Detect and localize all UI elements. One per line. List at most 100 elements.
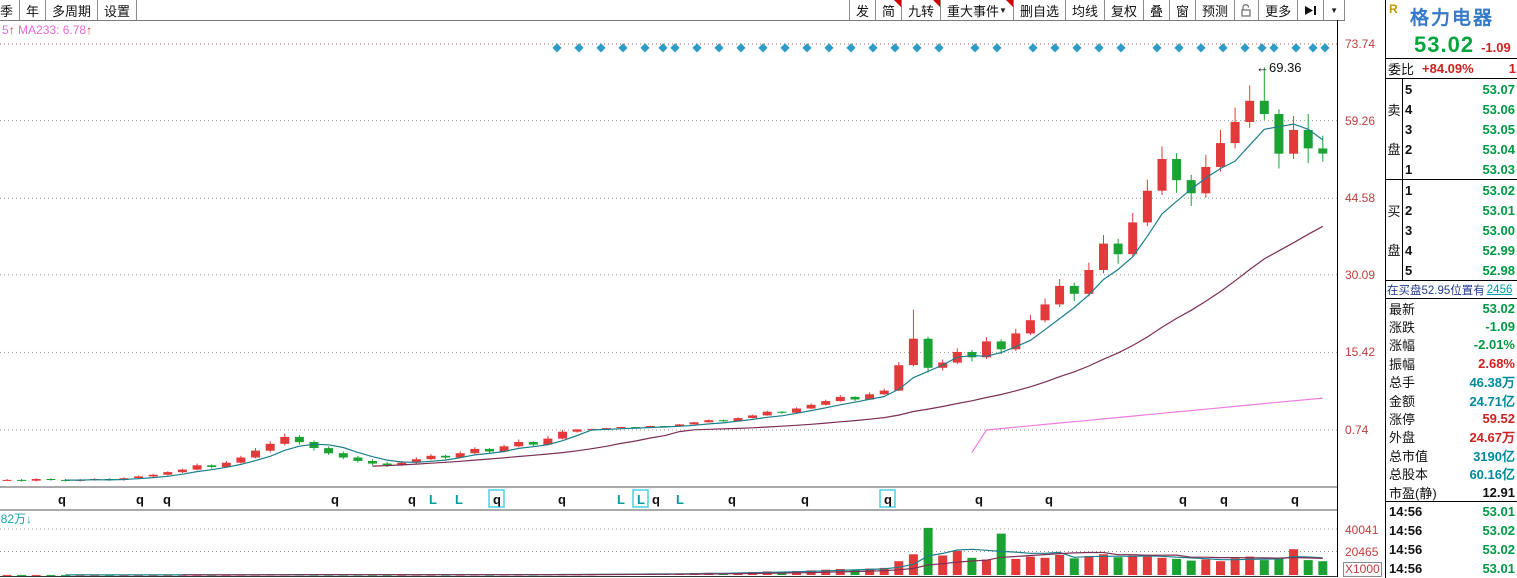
position-notice: 在买盘52.95位置有 2456 [1386, 280, 1517, 298]
volume-tick-label: 40041 [1345, 523, 1379, 537]
diamond-event-icon: ◆ [992, 40, 1002, 54]
diamond-event-icon: ◆ [670, 40, 680, 54]
price: 53.01 [1482, 202, 1515, 218]
diamond-event-icon: ◆ [890, 40, 900, 54]
chart-canvas[interactable]: ◆ ◆ ◆ ◆ ◆ ◆ ◆ ◆ ◆ ◆ ◆ ◆ ◆ ◆ ◆ ◆ ◆ ◆ ◆ ◆ ◆ ◆ ◆ ◆ ◆ ◆ ◆ ◆ ◆ ◆ ◆ ◆ ◆ ◆ ◆ ◆ q q q q… [0, 20, 1345, 578]
price-tick-label: 15.42 [1345, 345, 1376, 360]
more-dropdown-icon[interactable]: ▼ [1324, 0, 1345, 20]
level: 5 [1405, 81, 1413, 97]
skip-end-icon[interactable] [1298, 0, 1325, 20]
svg-text:q: q [1220, 492, 1228, 507]
diamond-event-icon: ◆ [618, 40, 628, 54]
svg-text:L: L [676, 492, 684, 507]
level: 2 [1405, 202, 1413, 218]
stat-row: 涨幅 -2.01% [1389, 337, 1515, 354]
price: 53.03 [1482, 161, 1515, 177]
diamond-event-icon: ◆ [640, 40, 650, 54]
stat-row: 总股本 60.16亿 [1389, 467, 1515, 483]
svg-text:q: q [58, 492, 66, 507]
trade-row: 14:56 53.02 [1389, 542, 1515, 558]
menu-item-4[interactable]: 删自选 [1013, 0, 1066, 20]
diamond-event-icon: ◆ [1291, 40, 1301, 54]
diamond-event-icon: ◆ [802, 40, 812, 54]
quote-header: R 格力电器 53.02 -1.09 [1386, 0, 1517, 58]
menu-item-2[interactable]: 九转 [902, 0, 942, 20]
stat-row: 市盈(静) 12.91 [1389, 484, 1515, 501]
tool-menu: 发简九转 重大事件 ▼ 删自选 均线 复权叠窗预测 更多 ▼ [848, 0, 1345, 20]
diamond-event-icon: ◆ [780, 40, 790, 54]
svg-text:q: q [728, 492, 736, 507]
diamond-event-icon: ◆ [1240, 40, 1250, 54]
svg-text:5↑ MA233: 6.78↑: 5↑ MA233: 6.78↑ [2, 23, 92, 37]
weibi-label: 委比 [1388, 62, 1415, 77]
period-tab-3[interactable]: 设置 [98, 0, 138, 20]
sell-row-1[interactable]: 1 53.03 [1403, 159, 1517, 179]
svg-text:q: q [884, 492, 892, 507]
period-tab-1[interactable]: 年 [20, 0, 47, 20]
buy-row-1[interactable]: 1 53.02 [1403, 180, 1517, 200]
level: 3 [1405, 121, 1413, 137]
trade-row: 14:56 53.02 [1389, 523, 1515, 539]
price: 53.00 [1482, 222, 1515, 238]
svg-text:q: q [163, 492, 171, 507]
diamond-event-icon: ◆ [1116, 40, 1126, 54]
volume-tick-label: 20465 [1345, 545, 1379, 560]
diamond-event-icon: ◆ [912, 40, 922, 54]
svg-text:q: q [652, 492, 660, 507]
diamond-event-icon: ◆ [658, 40, 668, 54]
price: 52.98 [1482, 262, 1515, 278]
diamond-event-icon: ◆ [552, 40, 562, 54]
diamond-event-icon: ◆ [1269, 40, 1279, 54]
diamond-event-icon: ◆ [846, 40, 856, 54]
events-dropdown-icon[interactable]: ▼ [999, 5, 1007, 15]
diamond-event-icon: ◆ [596, 40, 606, 54]
sell-row-3[interactable]: 3 53.05 [1403, 119, 1517, 139]
menu-item-0[interactable]: 发 [848, 0, 876, 20]
price: 53.07 [1482, 81, 1515, 97]
price-tick-label: 0.74 [1345, 423, 1369, 437]
menu-item-5[interactable]: 均线 [1065, 0, 1105, 20]
diamond-event-icon: ◆ [692, 40, 702, 54]
level: 4 [1405, 242, 1413, 258]
svg-text:q: q [136, 492, 144, 507]
price-tick-label: 59.26 [1345, 113, 1376, 128]
svg-text:←69.36: ←69.36 [1256, 60, 1302, 75]
svg-text:L: L [455, 492, 463, 507]
menu-item-7[interactable]: 叠 [1144, 0, 1171, 20]
diamond-event-icon: ◆ [1308, 40, 1318, 54]
menu-item-3[interactable]: 重大事件 ▼ [941, 0, 1014, 20]
period-tab-0[interactable]: 季 [0, 0, 21, 20]
tick-trades-list[interactable]: 14:56 53.01 14:56 53.02 14:56 53.02 14:56 53.01 [1386, 501, 1517, 578]
buy-book: 买盘 1 53.02 2 53.01 3 53.00 4 52.99 5 52.98 [1386, 179, 1517, 280]
lock-icon[interactable] [1235, 0, 1260, 20]
level: 4 [1405, 101, 1413, 117]
buy-row-5[interactable]: 5 52.98 [1403, 260, 1517, 280]
buy-row-2[interactable]: 2 53.01 [1403, 200, 1517, 220]
trade-row: 14:56 53.01 [1389, 561, 1515, 577]
stat-row: 涨跌 -1.09 [1389, 319, 1515, 336]
stats-list: 最新 53.02 涨跌 -1.09 涨幅 -2.01% 振幅 2.68% 总手 46.38万 金额 2… [1386, 298, 1517, 501]
stat-row: 外盘 24.67万 [1389, 430, 1515, 446]
sell-row-4[interactable]: 4 53.06 [1403, 99, 1517, 119]
menu-item-11[interactable]: 更多 [1259, 0, 1299, 20]
stat-row: 涨停 59.52 [1389, 411, 1515, 428]
diamond-event-icon: ◆ [1050, 40, 1060, 54]
notice-value: 2456 [1486, 283, 1513, 296]
buy-row-3[interactable]: 3 53.00 [1403, 220, 1517, 240]
sell-row-2[interactable]: 2 53.04 [1403, 139, 1517, 159]
diamond-event-icon: ◆ [1218, 40, 1228, 54]
stat-row: 金额 24.71亿 [1389, 393, 1515, 409]
price: 53.06 [1482, 101, 1515, 117]
menu-item-6[interactable]: 复权 [1105, 0, 1145, 20]
svg-text:L: L [637, 492, 645, 507]
menu-item-8[interactable]: 窗 [1170, 0, 1197, 20]
menu-item-1[interactable]: 简 [876, 0, 903, 20]
price: 53.02 [1482, 182, 1515, 198]
period-tab-2[interactable]: 多周期 [46, 0, 99, 20]
buy-row-4[interactable]: 4 52.99 [1403, 240, 1517, 260]
sell-row-5[interactable]: 5 53.07 [1403, 79, 1517, 99]
svg-text:q: q [408, 492, 416, 507]
quote-panel: R 格力电器 53.02 -1.09 委比 +84.09% 1 卖盘 5 53.0… [1385, 0, 1517, 578]
menu-item-9[interactable]: 预测 [1196, 0, 1236, 20]
